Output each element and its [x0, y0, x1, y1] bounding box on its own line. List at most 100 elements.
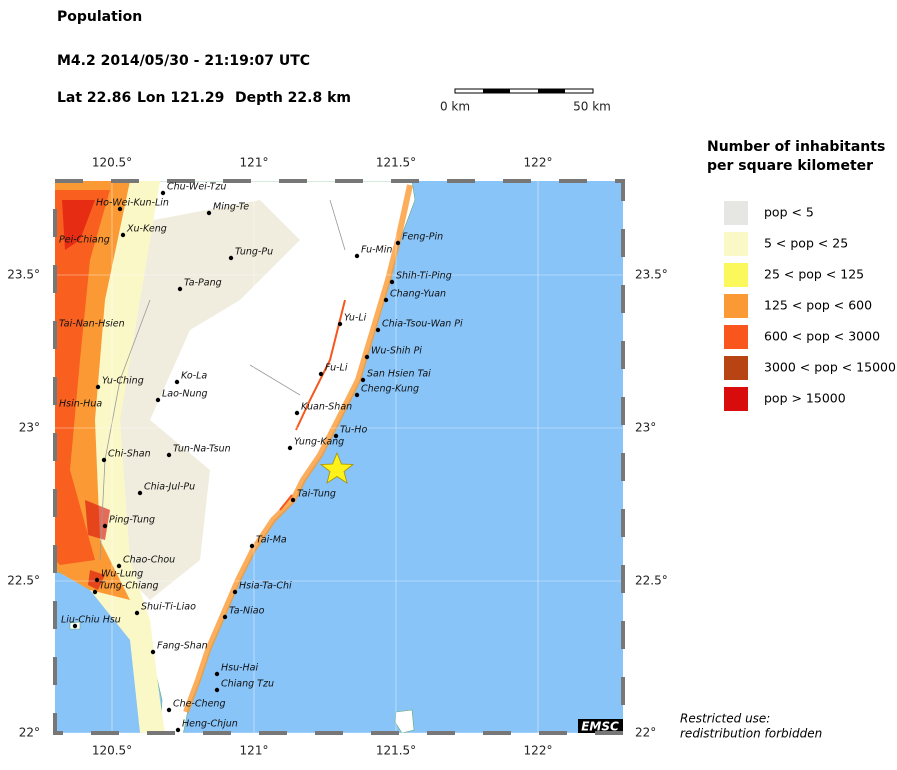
city-label: Xu-Keng — [126, 224, 167, 235]
legend-swatch — [724, 294, 748, 318]
city-dot — [72, 623, 78, 629]
legend-swatch — [724, 232, 748, 256]
city-dot — [206, 210, 212, 216]
city-label: Ping-Tung — [109, 515, 155, 526]
city-label: Tu-Ho — [340, 425, 367, 436]
city-dot — [337, 321, 343, 327]
city-label: Ta-Pang — [184, 278, 222, 289]
map: EMSC — [55, 181, 623, 734]
city-dot — [150, 649, 156, 655]
city-label: Yung-Kang — [294, 437, 344, 448]
city-label: Fu-Li — [325, 363, 348, 374]
city-dot — [102, 523, 108, 529]
city-dot — [290, 497, 296, 503]
y-label: 23° — [19, 421, 40, 435]
city-dot — [364, 354, 370, 360]
city-dot — [318, 371, 324, 377]
city-dot — [92, 589, 98, 595]
city-dot — [214, 671, 220, 677]
city-dot — [354, 253, 360, 259]
frame — [53, 179, 625, 735]
x-label: 120.5° — [92, 156, 132, 170]
city-dot — [166, 452, 172, 458]
city-label: Tung-Chiang — [99, 581, 159, 592]
city-label: Tun-Na-Tsun — [173, 444, 231, 455]
city-dot — [333, 433, 339, 439]
legend-swatch — [724, 387, 748, 411]
city-label: Lao-Nung — [162, 389, 208, 400]
city-dot — [177, 286, 183, 292]
legend-label: 125 < pop < 600 — [764, 298, 872, 313]
city-label: Tung-Pu — [235, 247, 273, 258]
city-dot — [214, 687, 220, 693]
event: M4.2 2014/05/30 - 21:19:07 UTC — [57, 53, 310, 69]
city-label: Chu-Wei-Tzu — [167, 182, 226, 193]
city-label: Chao-Chou — [123, 555, 175, 566]
city-label: Chiang Tzu — [221, 679, 274, 690]
city-label: Ho-Wei-Kun-Lin — [96, 198, 169, 209]
epicenter — [319, 451, 355, 484]
y-label: 23.5° — [635, 268, 668, 282]
city-label: Cheng-Kung — [361, 384, 419, 395]
city-label: Shih-Ti-Ping — [396, 271, 452, 282]
badge: EMSC — [581, 720, 619, 734]
depth: Depth 22.8 km — [235, 90, 351, 106]
city-dot — [232, 589, 238, 595]
legend-title: per square kilometer — [707, 158, 873, 174]
city-label: Kuan-Shan — [301, 402, 352, 413]
y-label: 23° — [635, 421, 656, 435]
city-label: Wu-Lung — [101, 569, 143, 580]
city-dot — [360, 377, 366, 383]
city-label: Heng-Chjun — [182, 719, 238, 730]
city-dot — [101, 457, 107, 463]
city-label: Ta-Niao — [229, 606, 265, 617]
x-label: 122° — [524, 156, 553, 170]
city-dot — [287, 445, 293, 451]
legend-label: pop > 15000 — [764, 391, 846, 406]
city-label: Ming-Te — [213, 202, 249, 213]
city-dot — [120, 232, 126, 238]
y-label: 22.5° — [635, 574, 668, 588]
city-dot — [174, 379, 180, 385]
city-label: Chia-Tsou-Wan Pi — [382, 319, 463, 330]
city-dot — [137, 490, 143, 496]
city-dot — [228, 255, 234, 261]
city-dot — [134, 610, 140, 616]
city-dot — [294, 410, 300, 416]
lon: Lon 121.29 — [137, 90, 224, 106]
y-label: 22.5° — [7, 574, 40, 588]
city-dot — [160, 190, 166, 196]
city-label: Wu-Shih Pi — [371, 346, 422, 357]
x-label: 121.5° — [376, 744, 416, 758]
city-label: Yu-Ching — [102, 376, 144, 387]
x-label: 122° — [524, 744, 553, 758]
legend-swatch — [724, 263, 748, 287]
city-dot — [94, 577, 100, 583]
city-dot — [175, 727, 181, 733]
city-dot — [249, 543, 255, 549]
city-label: Shui-Ti-Liao — [141, 602, 196, 613]
legend-title: Number of inhabitants — [707, 139, 885, 155]
city-label: Hsia-Ta-Chi — [239, 581, 292, 592]
scale-end: 50 km — [573, 100, 611, 114]
city-dot — [395, 240, 401, 246]
city-dot — [155, 397, 161, 403]
city-label: San Hsien Tai — [367, 369, 431, 380]
legend-label: pop < 5 — [764, 205, 814, 220]
notice: Restricted use: — [680, 712, 770, 726]
city-label: Hsin-Hua — [59, 399, 102, 410]
city-dot — [117, 206, 123, 212]
city-label: Che-Cheng — [173, 699, 225, 710]
city-label: Feng-Pin — [402, 232, 443, 243]
scale-start: 0 km — [440, 100, 470, 114]
legend-label: 5 < pop < 25 — [764, 236, 848, 251]
city-label: Chia-Jul-Pu — [144, 482, 195, 493]
city-dot — [383, 297, 389, 303]
city-dot — [375, 327, 381, 333]
lat: Lat 22.86 — [57, 90, 131, 106]
city-label: Pei-Chiang — [59, 235, 110, 246]
x-label: 121° — [240, 744, 269, 758]
legend-swatch — [724, 201, 748, 225]
city-label: Ko-La — [181, 371, 207, 382]
